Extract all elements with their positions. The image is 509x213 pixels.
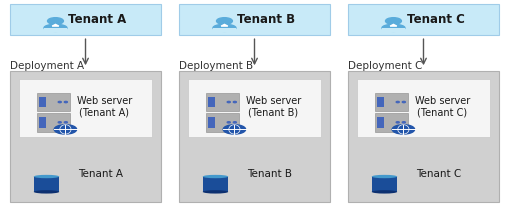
Ellipse shape: [213, 24, 236, 31]
FancyBboxPatch shape: [348, 4, 499, 35]
FancyBboxPatch shape: [39, 117, 46, 128]
FancyBboxPatch shape: [213, 28, 236, 32]
Text: Tenant C: Tenant C: [416, 168, 461, 178]
Ellipse shape: [34, 190, 59, 194]
Text: Tenant A: Tenant A: [78, 168, 123, 178]
Circle shape: [233, 101, 236, 103]
Text: Web server
(Tenant A): Web server (Tenant A): [76, 96, 132, 118]
Ellipse shape: [203, 190, 228, 194]
FancyBboxPatch shape: [348, 71, 499, 202]
Circle shape: [64, 101, 67, 103]
Ellipse shape: [382, 24, 405, 31]
FancyBboxPatch shape: [37, 93, 70, 111]
Circle shape: [227, 101, 230, 103]
Polygon shape: [221, 24, 228, 26]
FancyBboxPatch shape: [11, 4, 161, 35]
Text: Web server
(Tenant C): Web server (Tenant C): [414, 96, 470, 118]
Text: Web server
(Tenant B): Web server (Tenant B): [245, 96, 301, 118]
Circle shape: [402, 122, 405, 123]
FancyBboxPatch shape: [39, 97, 46, 107]
Text: Tenant A: Tenant A: [68, 13, 127, 26]
Ellipse shape: [34, 175, 59, 178]
FancyBboxPatch shape: [203, 177, 228, 192]
Ellipse shape: [203, 175, 228, 178]
FancyBboxPatch shape: [377, 97, 384, 107]
Text: Deployment B: Deployment B: [179, 60, 253, 71]
FancyBboxPatch shape: [179, 4, 330, 35]
FancyBboxPatch shape: [179, 71, 330, 202]
Text: Deployment A: Deployment A: [11, 60, 84, 71]
Circle shape: [216, 18, 233, 24]
FancyBboxPatch shape: [37, 113, 70, 131]
FancyBboxPatch shape: [372, 177, 397, 192]
Ellipse shape: [372, 175, 397, 178]
Ellipse shape: [372, 190, 397, 194]
FancyBboxPatch shape: [357, 79, 490, 137]
Text: Tenant C: Tenant C: [407, 13, 464, 26]
FancyBboxPatch shape: [208, 97, 215, 107]
FancyBboxPatch shape: [375, 113, 408, 131]
Circle shape: [54, 125, 77, 134]
Polygon shape: [390, 24, 397, 26]
FancyBboxPatch shape: [34, 177, 59, 192]
FancyBboxPatch shape: [206, 113, 239, 131]
Circle shape: [396, 122, 399, 123]
Text: Tenant B: Tenant B: [247, 168, 292, 178]
FancyBboxPatch shape: [19, 79, 152, 137]
FancyBboxPatch shape: [44, 28, 67, 32]
Text: Tenant B: Tenant B: [238, 13, 296, 26]
FancyBboxPatch shape: [375, 93, 408, 111]
Circle shape: [64, 122, 67, 123]
FancyBboxPatch shape: [377, 117, 384, 128]
Circle shape: [47, 18, 64, 24]
Text: Deployment C: Deployment C: [348, 60, 423, 71]
Circle shape: [58, 122, 61, 123]
Circle shape: [402, 101, 405, 103]
FancyBboxPatch shape: [208, 117, 215, 128]
FancyBboxPatch shape: [206, 93, 239, 111]
Circle shape: [385, 18, 402, 24]
FancyBboxPatch shape: [382, 28, 405, 32]
Circle shape: [223, 125, 246, 134]
Circle shape: [392, 125, 415, 134]
Polygon shape: [52, 24, 59, 26]
FancyBboxPatch shape: [188, 79, 321, 137]
FancyBboxPatch shape: [11, 71, 161, 202]
Circle shape: [233, 122, 236, 123]
Circle shape: [396, 101, 399, 103]
Circle shape: [227, 122, 230, 123]
Circle shape: [58, 101, 61, 103]
Ellipse shape: [44, 24, 67, 31]
